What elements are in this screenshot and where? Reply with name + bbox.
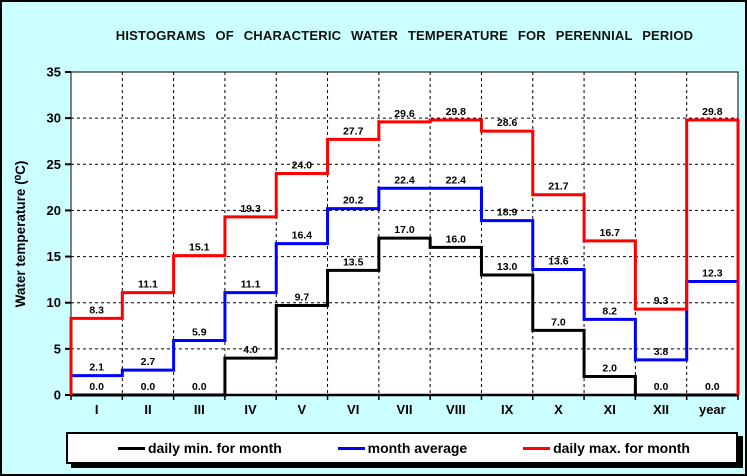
x-tick-label: year [699,402,726,417]
data-label: 17.0 [394,224,415,236]
y-tick-label: 5 [54,341,61,356]
y-tick-label: 25 [47,157,61,172]
data-label: 29.8 [446,106,467,118]
y-tick-label: 20 [47,203,61,218]
data-label: 21.7 [548,181,569,193]
data-label: 3.8 [654,346,669,358]
x-tick-label: IV [244,402,257,417]
data-label: 12.3 [702,267,723,279]
x-tick-label: VII [397,402,413,417]
y-tick-label: 15 [47,249,61,264]
legend-item-daily-min: daily min. for month [118,440,282,456]
legend-label-daily-min: daily min. for month [148,440,282,456]
series-line-0 [71,236,738,397]
data-label: 0.0 [705,381,720,393]
data-label: 28.6 [497,117,518,129]
data-label: 22.4 [446,174,467,186]
y-tick-label: 10 [47,295,61,310]
x-tick-label: XII [653,402,669,417]
data-label: 0.0 [192,381,207,393]
data-label: 0.0 [141,381,156,393]
legend-label-daily-max: daily max. for month [553,440,690,456]
data-label: 2.0 [602,363,617,375]
data-label: 16.0 [446,233,467,245]
y-tick-label: 0 [54,388,61,403]
data-label: 13.5 [343,256,364,268]
data-label: 13.0 [497,261,518,273]
data-label: 8.2 [602,305,617,317]
x-tick-label: V [298,402,307,417]
legend-item-month-average: month average [337,440,468,456]
data-label: 22.4 [394,174,415,186]
data-label: 2.1 [89,362,104,374]
legend-swatch-month-average-line [337,446,365,450]
data-label: 19.3 [240,203,261,215]
data-label: 24.0 [292,160,313,172]
series-line-2 [69,118,740,395]
x-tick-label: VI [347,402,359,417]
data-label: 9.3 [654,295,669,307]
data-label: 0.0 [654,381,669,393]
data-label: 5.9 [192,327,207,339]
data-label: 11.1 [241,279,261,291]
y-tick-label: 35 [47,65,61,80]
legend-swatch-daily-max-line [523,446,551,450]
y-tick-label: 30 [47,111,61,126]
legend-swatch-daily-min-line [118,446,145,450]
x-tick-label: I [95,402,99,417]
data-label: 4.0 [243,344,258,356]
data-label: 8.3 [89,304,104,316]
x-tick-label: III [194,402,205,417]
chart-title: HISTOGRAMS OF CHARACTERIC WATER TEMPERAT… [115,28,694,43]
data-label: 15.1 [189,242,210,254]
data-label: 29.8 [702,106,723,118]
data-label: 18.9 [497,207,518,219]
data-label: 2.7 [141,356,156,368]
data-label: 0.0 [89,381,104,393]
data-label: 20.2 [343,195,364,207]
x-tick-label: XI [604,402,616,417]
data-label: 27.7 [343,125,364,137]
legend-label-month-average: month average [367,440,468,456]
data-label: 29.6 [394,108,415,120]
data-label: 13.6 [548,255,569,267]
series-line-1 [69,186,740,395]
x-tick-label: IX [501,402,514,417]
data-label: 7.0 [551,316,566,328]
legend-item-daily-max: daily max. for month [523,440,690,456]
x-tick-label: X [554,402,563,417]
data-label: 16.7 [600,227,621,239]
x-tick-label: II [144,402,151,417]
data-label: 9.7 [295,291,310,303]
legend: daily min. for month month average daily… [66,432,738,464]
data-label: 11.1 [138,279,158,291]
x-tick-label: VIII [446,402,466,417]
data-label: 16.4 [292,230,313,242]
